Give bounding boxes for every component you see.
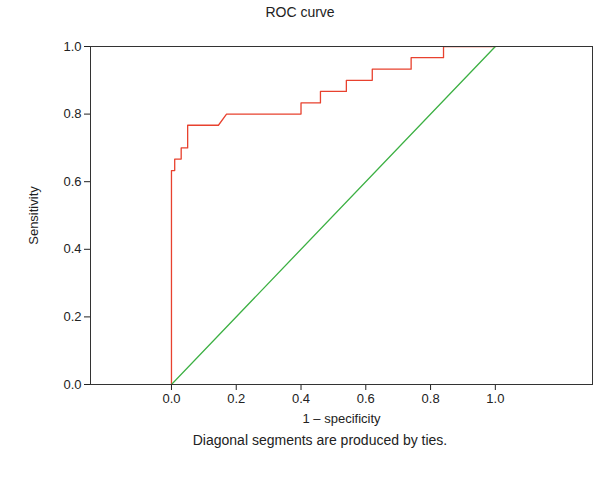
svg-text:0.8: 0.8 bbox=[63, 106, 81, 121]
svg-text:0.2: 0.2 bbox=[227, 391, 245, 406]
html-text:ROC curve: ROC curve bbox=[265, 4, 335, 20]
svg-text:0.0: 0.0 bbox=[63, 377, 81, 392]
svg-text:0.2: 0.2 bbox=[63, 309, 81, 324]
html-text:Diagonal segments are produced: Diagonal segments are produced by ties. bbox=[192, 432, 448, 448]
svg-text:0.0: 0.0 bbox=[162, 391, 180, 406]
svg-text:Sensitivity: Sensitivity bbox=[26, 186, 41, 245]
svg-text:1 – specificity: 1 – specificity bbox=[302, 411, 381, 426]
svg-text:1.0: 1.0 bbox=[63, 39, 81, 54]
svg-text:0.6: 0.6 bbox=[63, 174, 81, 189]
svg-text:0.8: 0.8 bbox=[422, 391, 440, 406]
svg-text:0.4: 0.4 bbox=[63, 241, 81, 256]
svg-text:0.4: 0.4 bbox=[292, 391, 310, 406]
svg-text:0.6: 0.6 bbox=[357, 391, 375, 406]
svg-text:1.0: 1.0 bbox=[486, 391, 504, 406]
